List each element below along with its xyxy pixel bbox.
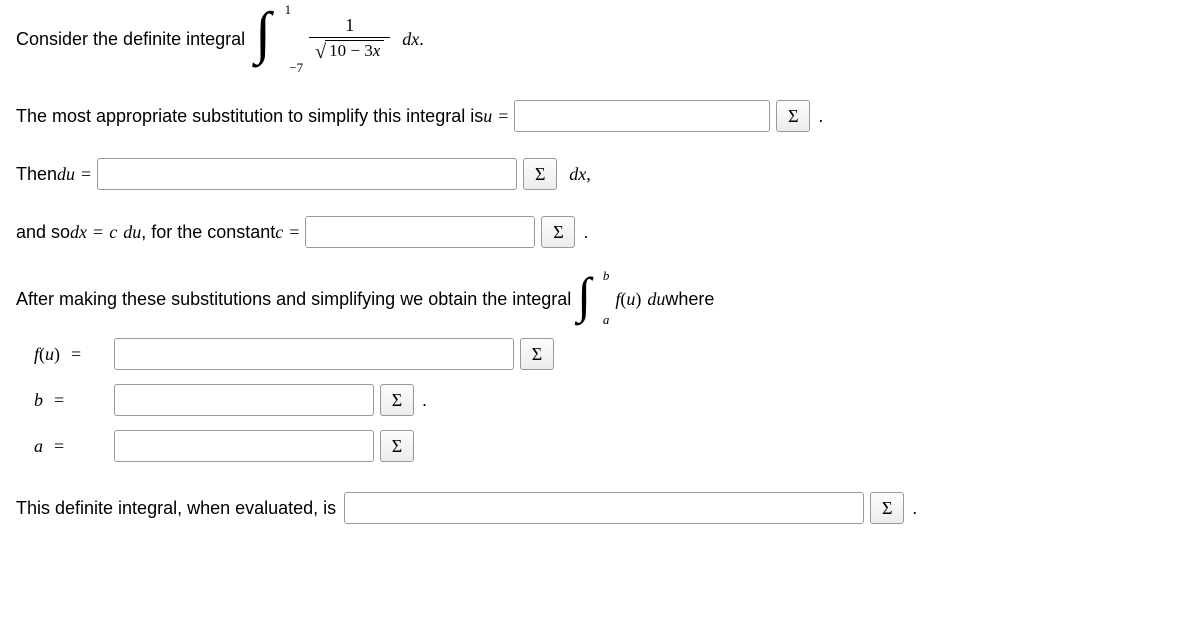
denominator: √ 10 − 3x <box>309 37 390 63</box>
equals: = <box>81 164 91 185</box>
equals: = <box>498 106 508 127</box>
lower-bound: −7 <box>289 60 303 76</box>
sigma-icon: Σ <box>788 106 798 127</box>
definite-integral-display: ∫ 1 −7 1 √ 10 − 3x dx. <box>245 10 424 68</box>
sigma-icon: Σ <box>532 344 542 365</box>
var-du: du <box>57 164 75 185</box>
problem-statement-line: Consider the definite integral ∫ 1 −7 1 … <box>16 10 1184 68</box>
trail-text: where <box>665 289 714 310</box>
a-input[interactable] <box>114 430 374 462</box>
lower-bound-a: a <box>603 312 610 328</box>
du-input[interactable] <box>97 158 517 190</box>
var-u: u <box>483 106 492 127</box>
sigma-button-eval[interactable]: Σ <box>870 492 904 524</box>
fu-input[interactable] <box>114 338 514 370</box>
integral-icon: ∫ <box>577 270 591 320</box>
dx-c-line: and so dx = c du , for the constant c = … <box>16 216 1184 248</box>
after-substitution-line: After making these substitutions and sim… <box>16 274 1184 324</box>
fu-line: f(u) = Σ <box>16 338 1184 370</box>
sigma-icon: Σ <box>535 164 545 185</box>
sigma-button-du[interactable]: Σ <box>523 158 557 190</box>
sigma-button-a[interactable]: Σ <box>380 430 414 462</box>
period: . <box>818 106 823 127</box>
b-input[interactable] <box>114 384 374 416</box>
upper-bound: 1 <box>285 2 292 18</box>
a-line: a = Σ <box>16 430 1184 462</box>
integral-fu-display: ∫ b a f(u) du <box>575 274 665 324</box>
u-input[interactable] <box>514 100 770 132</box>
lead-text: Consider the definite integral <box>16 29 245 50</box>
lead-text: After making these substitutions and sim… <box>16 289 571 310</box>
fraction: 1 √ 10 − 3x <box>309 15 390 63</box>
period: . <box>912 498 917 519</box>
equals: = <box>289 222 299 243</box>
lead-text: This definite integral, when evaluated, … <box>16 498 336 519</box>
numerator: 1 <box>339 15 360 37</box>
sqrt-icon: √ <box>315 41 326 64</box>
sigma-icon: Σ <box>882 498 892 519</box>
var-c: c <box>275 222 283 243</box>
dx: dx <box>402 29 419 50</box>
c-input[interactable] <box>305 216 535 248</box>
du-line: Then du = Σ dx, <box>16 158 1184 190</box>
sigma-icon: Σ <box>392 390 402 411</box>
lead-text: The most appropriate substitution to sim… <box>16 106 483 127</box>
sigma-button-u[interactable]: Σ <box>776 100 810 132</box>
sigma-icon: Σ <box>392 436 402 457</box>
period: . <box>583 222 588 243</box>
lead-text-2: , for the constant <box>141 222 275 243</box>
upper-bound-b: b <box>603 268 610 284</box>
sigma-button-fu[interactable]: Σ <box>520 338 554 370</box>
sigma-button-c[interactable]: Σ <box>541 216 575 248</box>
sigma-button-b[interactable]: Σ <box>380 384 414 416</box>
integral-icon: ∫ <box>255 4 271 62</box>
sigma-icon: Σ <box>553 222 563 243</box>
period: . <box>422 390 427 411</box>
evaluated-input[interactable] <box>344 492 864 524</box>
dx: dx <box>569 164 586 185</box>
evaluated-line: This definite integral, when evaluated, … <box>16 492 1184 524</box>
substitution-u-line: The most appropriate substitution to sim… <box>16 100 1184 132</box>
lead-text: Then <box>16 164 57 185</box>
lead-text: and so <box>16 222 70 243</box>
b-line: b = Σ . <box>16 384 1184 416</box>
